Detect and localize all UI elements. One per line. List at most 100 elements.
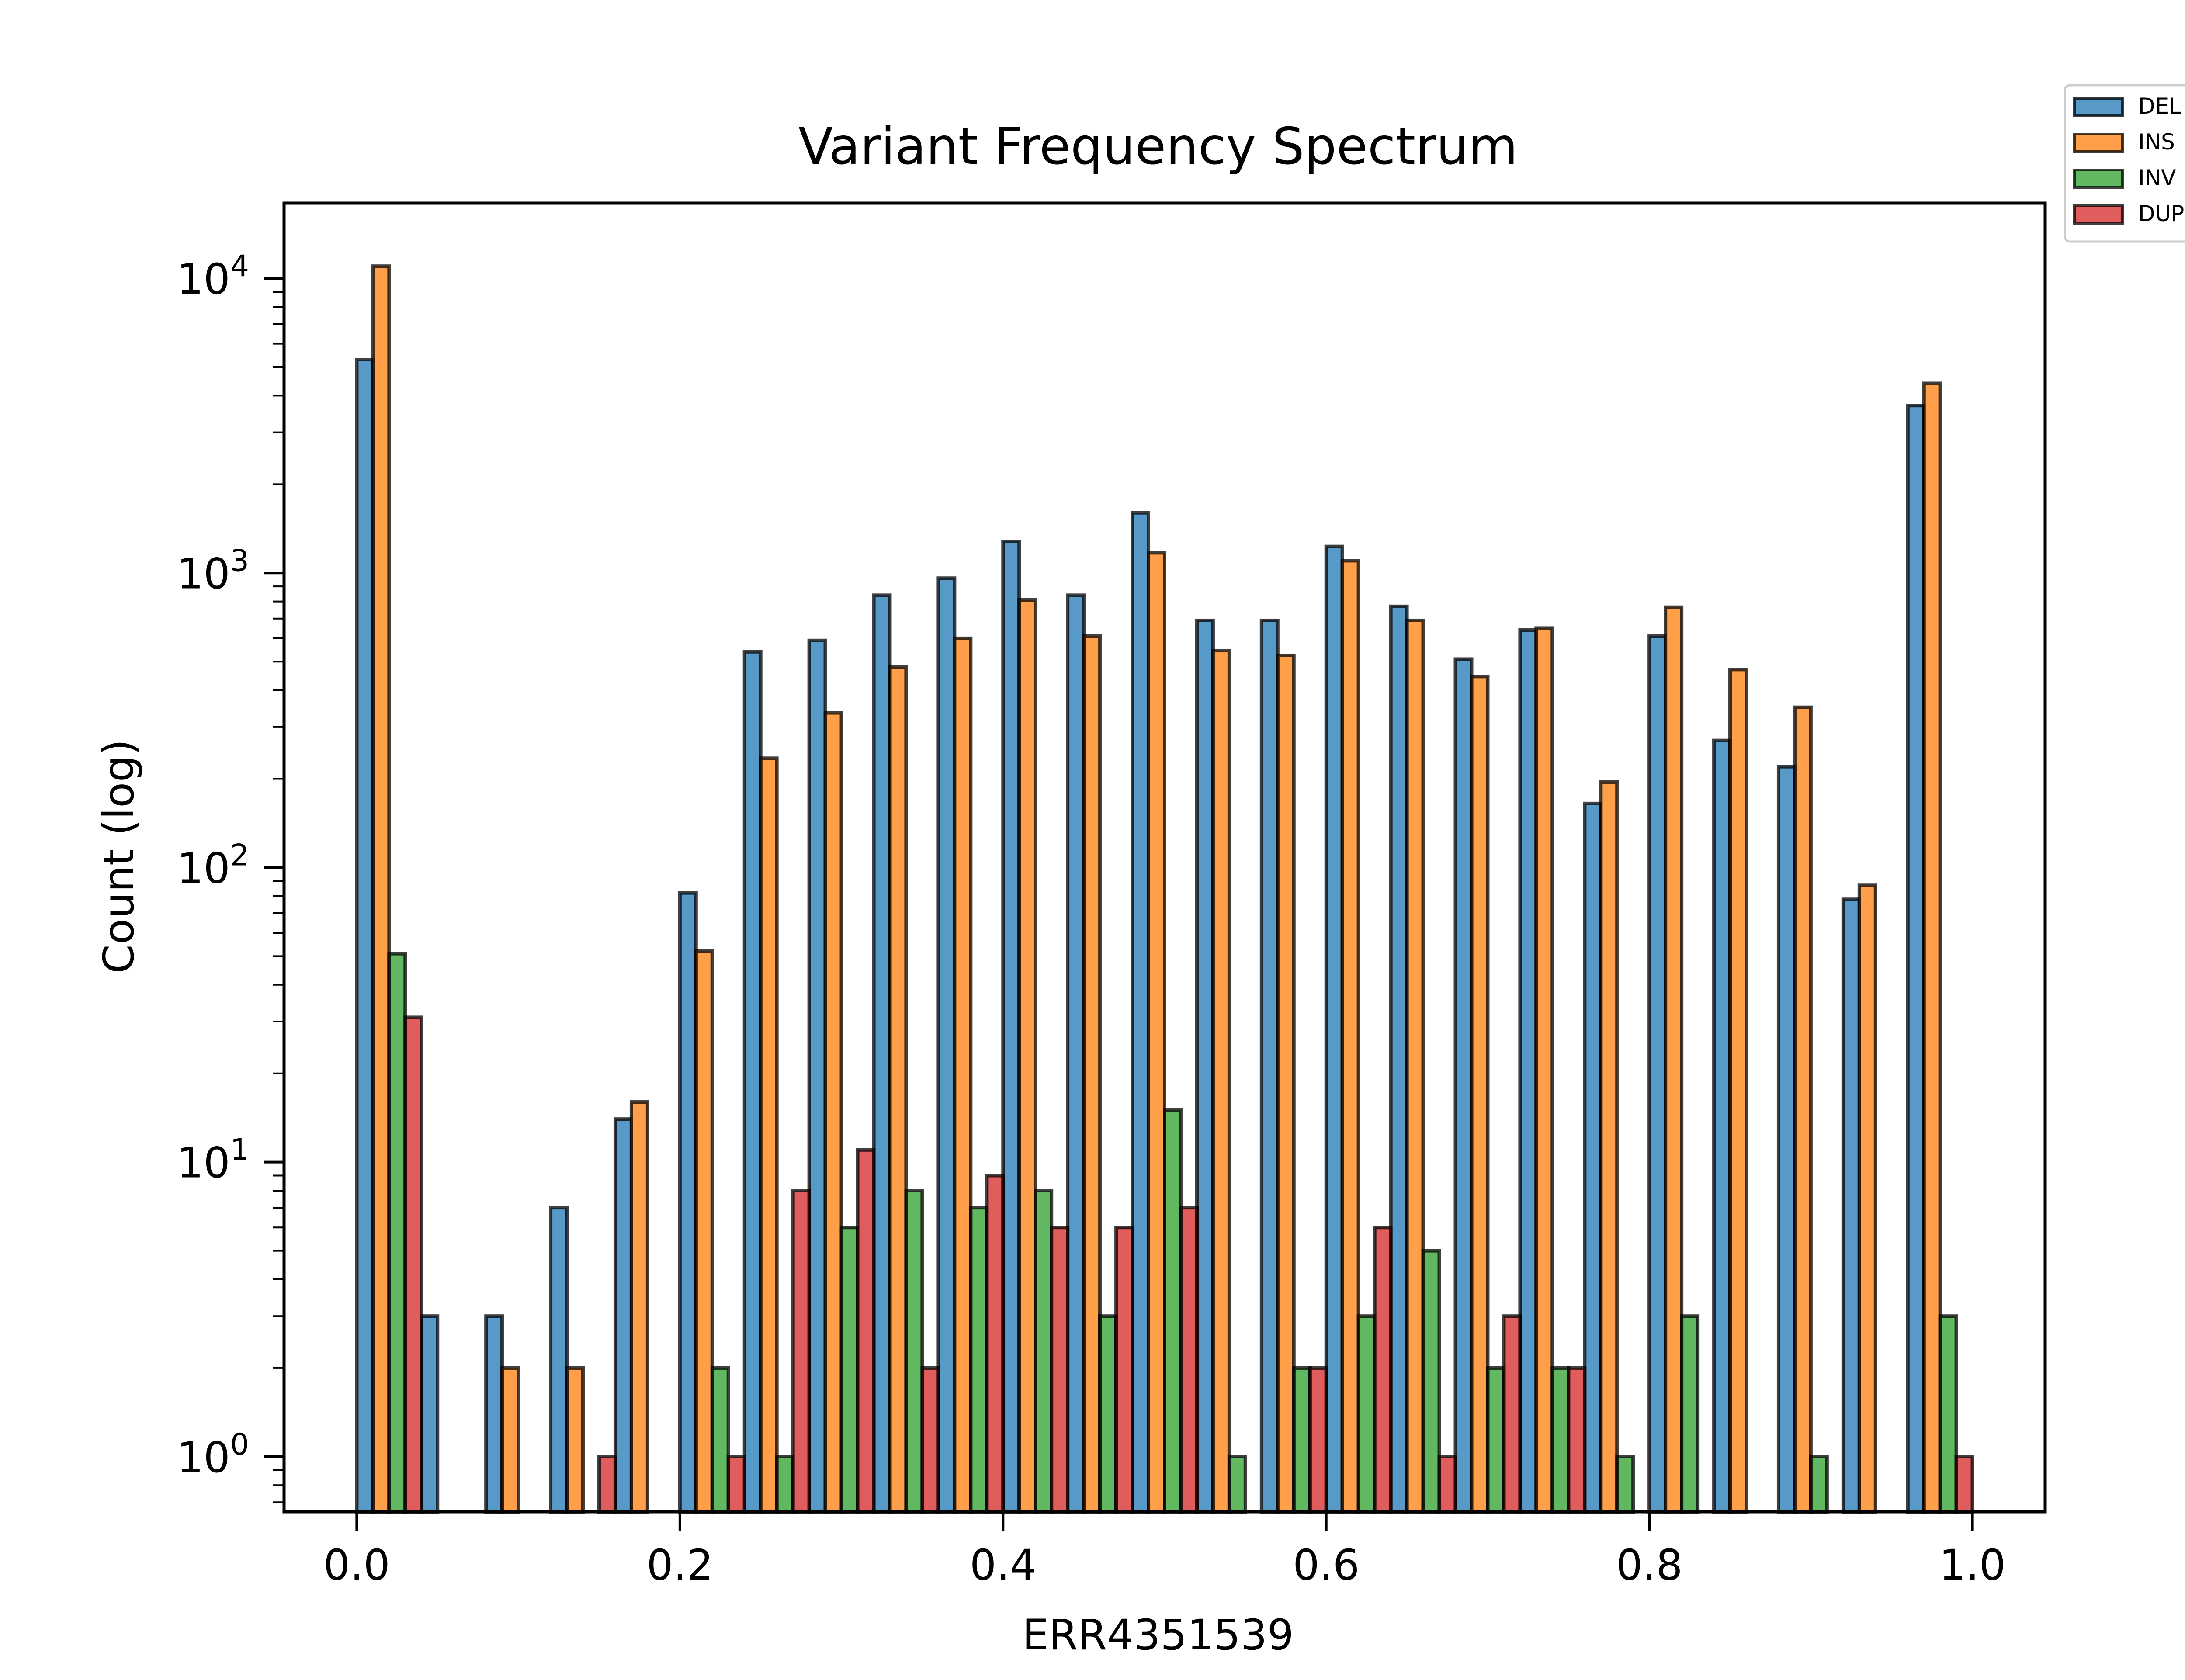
bar-inv-12 (1163, 1108, 1183, 1514)
bar-del-13 (1195, 618, 1215, 1514)
bar-inv-19 (1615, 1455, 1635, 1514)
bar-inv-10 (1034, 1189, 1054, 1514)
bar-dup-9 (985, 1174, 1005, 1514)
y-tick-exponent: 4 (230, 249, 249, 284)
bar-inv-5 (710, 1366, 730, 1514)
bar-del-5 (678, 891, 698, 1514)
y-tick-exponent: 2 (230, 838, 249, 873)
bar-del-20 (1647, 634, 1668, 1514)
bar-ins-9 (953, 636, 973, 1514)
x-tick-label: 0.8 (1616, 1541, 1683, 1590)
bar-dup-6 (791, 1189, 811, 1514)
x-tick-label: 0.2 (646, 1541, 713, 1590)
bar-inv-15 (1356, 1314, 1377, 1514)
bar-ins-2 (500, 1366, 520, 1514)
bar-del-22 (1776, 765, 1797, 1514)
bar-del-1 (420, 1314, 440, 1514)
y-tick-exponent: 0 (230, 1427, 249, 1462)
bar-del-24 (1906, 404, 1926, 1514)
bar-inv-11 (1098, 1314, 1118, 1514)
legend-label-ins: INS (2138, 129, 2175, 155)
y-tick-label: 102 (177, 838, 249, 893)
bar-del-21 (1712, 738, 1732, 1514)
bar-dup-18 (1567, 1366, 1587, 1514)
bar-del-18 (1518, 628, 1538, 1514)
y-tick-base: 10 (177, 255, 230, 304)
x-axis-label: ERR4351539 (1022, 1611, 1294, 1659)
bar-inv-18 (1550, 1366, 1571, 1514)
bar-ins-0 (371, 264, 391, 1514)
bar-del-4 (613, 1117, 633, 1514)
legend-label-del: DEL (2138, 94, 2181, 119)
bar-inv-6 (775, 1455, 795, 1514)
bar-ins-10 (1017, 598, 1037, 1514)
bar-ins-24 (1922, 381, 1942, 1514)
bar-del-23 (1841, 897, 1861, 1514)
bar-inv-22 (1809, 1455, 1829, 1514)
legend-label-inv: INV (2138, 165, 2176, 191)
bar-del-9 (936, 576, 957, 1514)
bar-inv-13 (1227, 1455, 1247, 1514)
bar-dup-14 (1308, 1366, 1328, 1514)
bar-dup-16 (1437, 1455, 1457, 1514)
bar-del-16 (1389, 604, 1409, 1514)
bar-ins-18 (1534, 626, 1554, 1514)
bar-inv-20 (1680, 1314, 1700, 1514)
bar-del-12 (1131, 511, 1151, 1514)
legend-swatch-del (2073, 97, 2124, 117)
y-tick-exponent: 3 (230, 544, 249, 578)
bar-dup-24 (1954, 1455, 1974, 1514)
bar-ins-6 (759, 756, 779, 1514)
bar-inv-16 (1421, 1249, 1441, 1514)
bar-ins-3 (565, 1366, 585, 1514)
bar-ins-15 (1340, 559, 1360, 1514)
y-tick-base: 10 (177, 549, 230, 598)
bar-del-11 (1066, 593, 1086, 1514)
bar-ins-14 (1276, 653, 1296, 1514)
bar-dup-8 (920, 1366, 940, 1514)
bar-dup-17 (1502, 1314, 1522, 1514)
bar-inv-0 (387, 952, 407, 1514)
bar-del-0 (355, 357, 375, 1514)
x-tick-label: 0.0 (323, 1541, 390, 1590)
y-tick-base: 10 (177, 1433, 230, 1482)
legend-frame (2064, 84, 2185, 243)
x-tick-label: 0.6 (1293, 1541, 1360, 1590)
bar-dup-7 (856, 1148, 876, 1514)
bar-del-3 (549, 1206, 569, 1514)
bar-ins-21 (1728, 668, 1748, 1514)
y-tick-label: 100 (177, 1427, 249, 1482)
bar-del-15 (1324, 544, 1344, 1514)
bar-dup-10 (1050, 1226, 1070, 1514)
bar-del-2 (484, 1314, 504, 1514)
legend: DEL INS INV DUP (2064, 84, 2185, 243)
bar-inv-9 (969, 1206, 989, 1514)
y-tick-exponent: 1 (230, 1133, 249, 1167)
bar-dup-11 (1114, 1226, 1134, 1514)
bar-dup-15 (1373, 1226, 1393, 1514)
x-tick-label: 1.0 (1939, 1541, 2006, 1590)
bar-dup-12 (1179, 1206, 1199, 1514)
bar-dup-3 (597, 1455, 617, 1514)
bar-del-14 (1259, 618, 1280, 1514)
legend-swatch-inv (2073, 169, 2124, 189)
bar-ins-20 (1664, 605, 1684, 1514)
bar-dup-5 (726, 1455, 746, 1514)
bar-ins-19 (1599, 780, 1619, 1514)
bar-inv-17 (1486, 1366, 1506, 1514)
bar-ins-22 (1793, 705, 1813, 1514)
bar-dup-0 (403, 1015, 423, 1514)
bar-inv-14 (1292, 1366, 1312, 1514)
y-tick-base: 10 (177, 844, 230, 893)
bar-del-17 (1453, 657, 1474, 1514)
legend-label-dup: DUP (2138, 201, 2184, 226)
bar-del-19 (1583, 801, 1603, 1514)
y-tick-base: 10 (177, 1139, 230, 1188)
y-axis-label: Count (log) (94, 739, 143, 974)
bar-ins-12 (1147, 551, 1167, 1514)
bar-ins-17 (1470, 675, 1490, 1514)
bar-ins-13 (1211, 649, 1231, 1514)
